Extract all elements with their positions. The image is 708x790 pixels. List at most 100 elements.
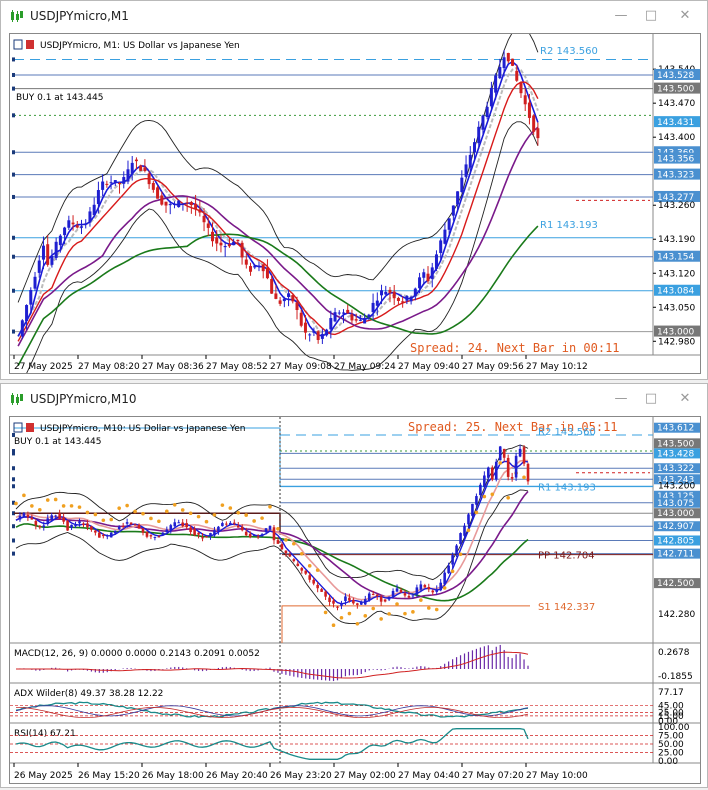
- candle-body: [54, 515, 57, 517]
- price-axis-label: 142.280: [658, 610, 695, 620]
- level-marker: [12, 449, 15, 454]
- candle-body: [232, 522, 236, 524]
- candle-body: [447, 565, 450, 574]
- candle-body: [270, 279, 274, 294]
- candle-body: [62, 517, 65, 522]
- maximize-button[interactable]: □: [644, 8, 658, 23]
- candle-body: [489, 87, 493, 107]
- chart-window-m10[interactable]: USDJPYmicro,M10 — □ ✕ USDJPYmicro, M10: …: [0, 383, 708, 788]
- price-chart-m10[interactable]: USDJPYmicro, M10: US Dollar vs Japanese …: [9, 416, 701, 784]
- candle-body: [249, 266, 253, 272]
- candle-body: [522, 447, 526, 464]
- candle-body: [50, 515, 54, 520]
- minus-di-line: [15, 706, 529, 719]
- sar-dot: [474, 510, 479, 515]
- sar-dot: [133, 509, 137, 514]
- candle-body: [161, 532, 165, 536]
- candle-body: [244, 531, 248, 536]
- candle-body: [292, 559, 296, 562]
- price-tag-label: 143.500: [657, 85, 694, 95]
- candle-body: [252, 534, 256, 536]
- candle-body: [244, 259, 248, 265]
- sar-dot: [212, 513, 217, 517]
- price-chart-m1[interactable]: USDJPYmicro, M1: US Dollar vs Japanese Y…: [9, 33, 701, 374]
- price-tag-label: 143.500: [657, 439, 694, 449]
- level-marker: [12, 288, 15, 293]
- sar-dot: [188, 511, 193, 516]
- candle-body: [511, 58, 515, 66]
- close-button[interactable]: ✕: [679, 391, 691, 406]
- ma-pink: [15, 459, 528, 601]
- chart-header: USDJPYmicro, M10: US Dollar vs Japanese …: [40, 424, 246, 434]
- sar-dot: [77, 505, 82, 509]
- price-axis-label: 143.400: [658, 133, 695, 143]
- candle-body: [498, 446, 502, 461]
- sar-dot: [101, 518, 106, 523]
- candle-body: [346, 309, 350, 314]
- chart-canvas: USDJPYmicro, M10: US Dollar vs Japanese …: [10, 417, 700, 783]
- minimize-button[interactable]: —: [614, 391, 628, 406]
- sar-dot: [117, 506, 121, 510]
- candle-body: [473, 142, 476, 153]
- price-tag-label: 143.084: [657, 287, 694, 297]
- sar-dot: [522, 475, 526, 480]
- candle-body: [502, 57, 506, 69]
- candle-body: [401, 301, 405, 303]
- window-titlebar[interactable]: USDJPYmicro,M1 — □ ✕: [1, 1, 707, 31]
- candle-body: [498, 67, 502, 79]
- minimize-button[interactable]: —: [614, 8, 628, 23]
- candle-body: [18, 515, 22, 520]
- candle-body: [215, 237, 219, 244]
- macd-signal: [16, 651, 529, 679]
- ma-blue: [15, 460, 529, 605]
- candle-body: [427, 587, 431, 590]
- chart-icon: [11, 393, 23, 405]
- candle-body: [460, 177, 464, 193]
- ma-blue: [17, 60, 539, 337]
- time-axis-label: 27 May 10:12: [526, 362, 588, 372]
- candle-body: [312, 579, 315, 584]
- candle-body: [328, 597, 331, 602]
- candle-body: [38, 525, 42, 528]
- candle-body: [232, 241, 236, 246]
- close-button[interactable]: ✕: [679, 8, 691, 23]
- sar-dot: [244, 513, 248, 517]
- candle-body: [296, 563, 300, 566]
- price-tag: [654, 497, 700, 508]
- sar-dot: [284, 538, 288, 542]
- candle-body: [312, 330, 316, 333]
- time-axis-label: 27 May 07:20: [462, 771, 524, 781]
- candle-body: [141, 528, 145, 533]
- candle-body: [348, 597, 351, 601]
- candle-body: [481, 115, 485, 130]
- price-tag-label: 143.322: [657, 464, 694, 474]
- chart-window-m1[interactable]: USDJPYmicro,M1 — □ ✕ USDJPYmicro, M1: US…: [0, 0, 708, 380]
- candle-body: [352, 599, 355, 604]
- maximize-button[interactable]: □: [644, 391, 658, 406]
- candle-body: [506, 52, 510, 62]
- price-tag-label: 143.356: [657, 155, 694, 165]
- price-tag: [654, 490, 700, 501]
- candle-body: [284, 550, 288, 554]
- candle-body: [185, 523, 188, 528]
- price-tag-label: 143.428: [657, 449, 694, 459]
- sar-dot: [141, 511, 145, 516]
- candle-body: [303, 322, 307, 333]
- price-tag: [654, 448, 700, 459]
- candle-body: [340, 603, 343, 606]
- candle-body: [342, 312, 345, 314]
- window-titlebar[interactable]: USDJPYmicro,M10 — □ ✕: [1, 384, 707, 414]
- sar-dot: [53, 497, 58, 502]
- candle-body: [130, 162, 134, 174]
- candle-body: [80, 226, 83, 228]
- candle-body: [197, 532, 200, 535]
- candle-body: [418, 277, 422, 289]
- chart-header: USDJPYmicro, M1: US Dollar vs Japanese Y…: [40, 41, 240, 51]
- candle-body: [181, 522, 184, 527]
- candle-body: [515, 70, 519, 81]
- sar-dot: [268, 505, 272, 509]
- candle-body: [523, 95, 527, 105]
- macd-label: MACD(12, 26, 9) 0.0000 0.0000 0.2143 0.2…: [14, 649, 260, 659]
- candle-body: [117, 526, 121, 530]
- candle-body: [105, 535, 109, 537]
